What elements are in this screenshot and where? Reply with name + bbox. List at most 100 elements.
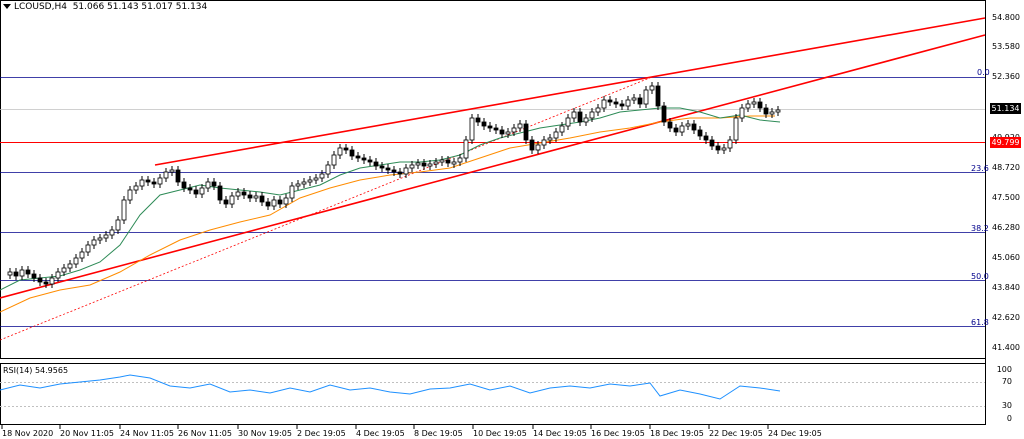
candle-body — [295, 183, 301, 187]
upper-trendline[interactable] — [154, 17, 986, 166]
candle-body — [571, 111, 577, 119]
candle-body — [481, 121, 487, 127]
hline-price-tag: 49.799 — [990, 137, 1021, 148]
candle-body — [43, 281, 49, 285]
candle-body — [391, 169, 397, 173]
candle-body — [667, 121, 673, 129]
candle-body — [457, 157, 463, 163]
price-tick: 48.720 — [992, 163, 1020, 172]
candle-body — [775, 109, 781, 113]
date-tick: 22 Dec 19:05 — [709, 429, 763, 438]
candle-body — [733, 117, 739, 141]
candle-body — [517, 123, 523, 129]
candle-body — [121, 199, 127, 221]
candle-body — [223, 199, 229, 205]
candle-body — [301, 181, 307, 185]
candle-body — [451, 161, 457, 165]
candle-body — [505, 131, 511, 135]
candle-body — [67, 263, 73, 269]
candle-body — [313, 177, 319, 181]
candle-body — [7, 271, 13, 276]
candle-body — [703, 135, 709, 141]
date-tick: 24 Dec 19:05 — [768, 429, 822, 438]
candle-body — [709, 139, 715, 147]
lower-trendline[interactable] — [0, 34, 986, 299]
date-ticks — [1, 425, 769, 429]
rsi-title: RSI(14) 54.9565 — [3, 366, 69, 375]
candle-body — [259, 195, 265, 203]
candle-body — [157, 177, 163, 185]
candle-body — [253, 195, 259, 199]
candle-body — [661, 105, 667, 123]
price-tick: 46.280 — [992, 223, 1020, 232]
candle-body — [211, 181, 217, 187]
candle-body — [475, 117, 481, 123]
candle-body — [127, 189, 133, 201]
date-tick: 16 Dec 19:05 — [591, 429, 645, 438]
date-tick: 14 Dec 19:05 — [533, 429, 587, 438]
candle-body — [109, 229, 115, 236]
candle-body — [421, 162, 427, 167]
dropdown-triangle-icon[interactable] — [3, 4, 11, 9]
candle-body — [739, 107, 745, 119]
candle-body — [721, 147, 727, 151]
current-price-tag: 51.134 — [990, 103, 1021, 114]
candle-body — [91, 239, 97, 246]
rsi-tick-70: 70 — [1001, 377, 1012, 386]
candle-body — [607, 99, 613, 103]
candle-body — [499, 129, 505, 135]
candle-body — [535, 144, 541, 151]
candle-body — [85, 244, 91, 253]
candle-body — [169, 169, 175, 173]
date-tick: 30 Nov 19:05 — [238, 429, 292, 438]
candle-body — [367, 159, 373, 163]
candle-body — [307, 179, 313, 183]
candle-body — [19, 269, 25, 277]
candle-body — [433, 161, 439, 165]
candle-body — [385, 167, 391, 171]
candle-body — [133, 185, 139, 191]
candle-body — [445, 159, 451, 164]
candle-body — [487, 125, 493, 129]
price-tick: 45.060 — [992, 253, 1020, 262]
candle-body — [241, 191, 247, 196]
chart-header: LCOUSD,H4 51.066 51.143 51.017 51.134 — [3, 2, 207, 12]
candle-body — [427, 163, 433, 167]
candle-body — [679, 125, 685, 133]
candle-body — [25, 269, 31, 275]
fib-label-50: 50.0 — [971, 272, 989, 281]
candle-body — [265, 201, 271, 207]
candle-body — [13, 271, 19, 277]
candle-body — [97, 237, 103, 241]
price-tick: 42.620 — [992, 313, 1020, 322]
candle-body — [745, 103, 751, 109]
candle-body — [151, 181, 157, 185]
candle-body — [523, 123, 529, 141]
candle-body — [565, 117, 571, 127]
candle-body — [625, 99, 631, 107]
candle-body — [529, 139, 535, 151]
date-tick: 10 Dec 19:05 — [473, 429, 527, 438]
candle-body — [409, 164, 415, 169]
fib-label-38-2: 38.2 — [971, 224, 989, 233]
candle-body — [631, 97, 637, 101]
candle-body — [175, 169, 181, 183]
ma-fast-line — [0, 107, 781, 291]
candle-body — [139, 179, 145, 187]
candle-body — [79, 251, 85, 259]
candle-body — [61, 267, 67, 273]
candle-body — [691, 123, 697, 131]
candle-body — [145, 179, 151, 183]
price-tick: 43.840 — [992, 283, 1020, 292]
candle-body — [49, 277, 55, 285]
candle-body — [613, 101, 619, 105]
candle-body — [751, 101, 757, 105]
candlestick-series — [7, 82, 781, 288]
candle-body — [361, 157, 367, 161]
candle-body — [511, 127, 517, 133]
date-tick: 26 Nov 11:05 — [178, 429, 232, 438]
candle-body — [379, 165, 385, 169]
candle-body — [271, 199, 277, 207]
candle-body — [343, 147, 349, 151]
